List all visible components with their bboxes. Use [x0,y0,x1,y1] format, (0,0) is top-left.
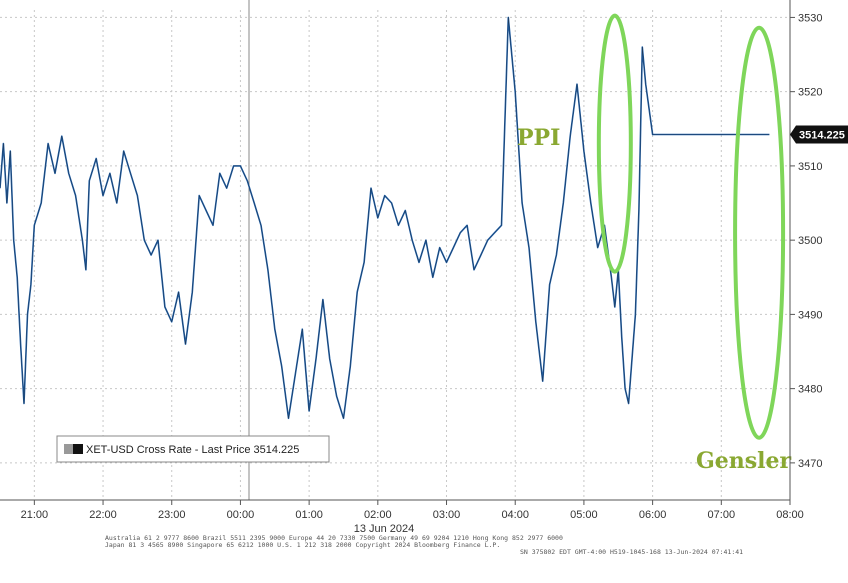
annotation-gensler: Gensler [696,448,792,474]
x-tick-label: 01:00 [295,509,323,521]
legend-swatch-dark [73,444,83,454]
legend-swatch [64,444,74,454]
x-tick-label: 02:00 [364,509,392,521]
y-tick-label: 3490 [798,309,822,321]
series-line-shadow [0,17,770,419]
chart-grid [0,10,791,500]
date-label: 13 Jun 2024 [354,523,415,535]
legend-box: XET-USD Cross Rate - Last Price 3514.225 [56,435,330,463]
x-axis: 21:00 22:00 23:00 00:00 01:00 02:00 03:00 04:00… [0,499,804,521]
x-tick-label: 07:00 [708,509,736,521]
price-series [0,16,770,420]
y-tick-label: 3510 [798,161,822,173]
y-tick-label: 3530 [798,12,822,24]
y-tick-label: 3470 [798,458,822,470]
last-price-marker: 3514.225 [790,125,848,144]
annotation-ppi: PPI [517,125,560,151]
x-tick-label: 03:00 [433,509,461,521]
x-tick-label: 05:00 [570,509,598,521]
x-tick-label: 06:00 [639,509,667,521]
y-tick-label: 3480 [798,384,822,396]
x-tick-label: 23:00 [158,509,186,521]
annotations-layer: PPI Gensler [517,13,792,474]
x-tick-label: 21:00 [21,509,49,521]
y-axis: 3470 3480 3490 3500 3510 3520 3530 [789,0,822,500]
footer-line-1: Australia 61 2 9777 8600 Brazil 5511 239… [105,534,563,542]
series-line [0,16,770,420]
y-tick-label: 3500 [798,235,822,247]
x-tick-label: 08:00 [776,509,804,521]
gensler-ellipse [733,25,786,440]
y-tick-label: 3520 [798,87,822,99]
x-tick-label: 00:00 [227,509,255,521]
footer-line-3: SN 375802 EDT GMT-4:00 H519-1045-168 13-… [520,548,743,556]
last-price-label: 3514.225 [799,130,845,142]
footer-line-2: Japan 81 3 4565 8900 Singapore 65 6212 1… [105,541,500,549]
x-tick-label: 22:00 [89,509,117,521]
ppi-ellipse [596,13,633,274]
x-tick-label: 04:00 [501,509,529,521]
legend-label: XET-USD Cross Rate - Last Price 3514.225 [86,444,299,456]
